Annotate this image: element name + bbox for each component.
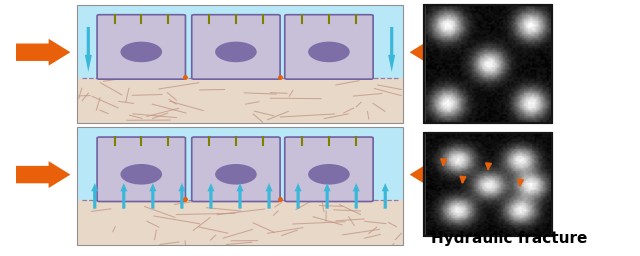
FancyArrow shape	[381, 183, 388, 209]
Bar	[424, 133, 552, 236]
Bar	[77, 78, 403, 123]
Ellipse shape	[120, 164, 162, 185]
FancyArrow shape	[266, 183, 273, 209]
FancyArrow shape	[92, 183, 99, 209]
FancyArrow shape	[120, 183, 127, 209]
FancyArrow shape	[324, 183, 331, 209]
FancyBboxPatch shape	[97, 15, 186, 79]
FancyArrow shape	[388, 27, 395, 72]
Ellipse shape	[215, 164, 257, 185]
Ellipse shape	[308, 42, 349, 62]
FancyArrow shape	[179, 183, 186, 209]
FancyArrow shape	[237, 183, 244, 209]
Bar	[77, 5, 403, 123]
FancyArrow shape	[294, 183, 301, 209]
Bar	[77, 127, 403, 200]
FancyArrow shape	[149, 183, 156, 209]
Ellipse shape	[120, 42, 162, 62]
Ellipse shape	[308, 164, 349, 185]
Bar	[424, 5, 552, 123]
FancyArrow shape	[16, 39, 70, 66]
Text: Hydraulic fracture: Hydraulic fracture	[431, 231, 587, 246]
Bar	[77, 200, 403, 245]
FancyBboxPatch shape	[97, 137, 186, 201]
FancyArrow shape	[410, 39, 464, 66]
FancyArrow shape	[207, 183, 214, 209]
FancyArrow shape	[84, 27, 92, 72]
Ellipse shape	[215, 42, 257, 62]
Bar	[77, 5, 403, 78]
FancyBboxPatch shape	[285, 137, 373, 201]
FancyBboxPatch shape	[192, 137, 280, 201]
FancyBboxPatch shape	[285, 15, 373, 79]
FancyBboxPatch shape	[192, 15, 280, 79]
FancyArrow shape	[353, 183, 360, 209]
Bar	[424, 133, 552, 236]
FancyArrow shape	[410, 161, 464, 188]
Bar	[424, 5, 552, 123]
Bar	[77, 127, 403, 245]
FancyArrow shape	[16, 161, 70, 188]
